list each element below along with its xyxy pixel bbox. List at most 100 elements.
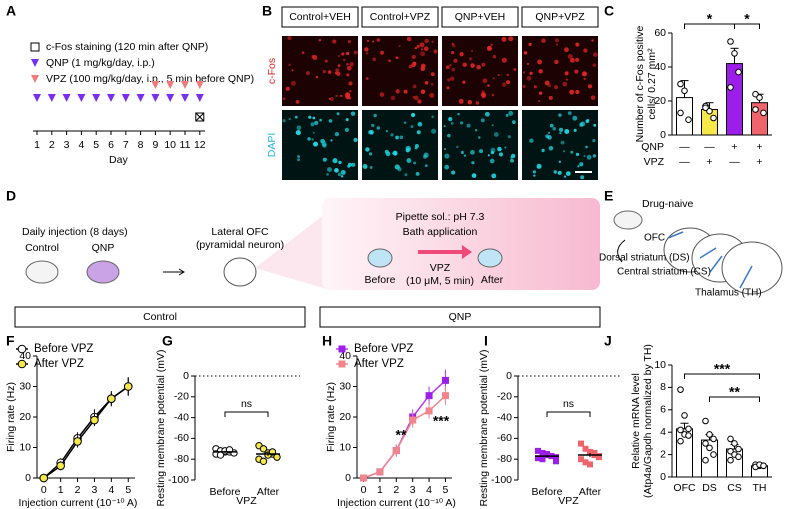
cell xyxy=(340,94,343,98)
cell xyxy=(487,154,490,157)
significance: * xyxy=(744,11,750,27)
brain-slice xyxy=(223,257,257,287)
cell xyxy=(538,91,543,95)
pointer xyxy=(739,265,753,289)
x-tick-label: 3 xyxy=(410,484,416,496)
cell xyxy=(510,153,516,159)
cell xyxy=(545,134,550,139)
cell xyxy=(334,168,339,173)
neuron-before xyxy=(367,248,393,268)
cell xyxy=(291,69,294,72)
cell xyxy=(447,133,451,138)
cell xyxy=(322,69,327,74)
cell xyxy=(372,57,376,62)
cell xyxy=(423,152,429,158)
data-point xyxy=(539,449,546,456)
cell xyxy=(591,39,594,42)
cell xyxy=(583,155,586,158)
column-header: QNP+VPZ xyxy=(535,11,585,23)
legend-icon xyxy=(31,59,39,67)
cell xyxy=(508,110,514,116)
diagram-text: QNP xyxy=(92,242,115,254)
x-tick-label: 11 xyxy=(180,139,191,151)
data-point xyxy=(259,457,268,465)
cell xyxy=(301,51,305,55)
cell xyxy=(451,67,456,72)
cell xyxy=(311,138,314,141)
x-tick-label: TH xyxy=(753,482,767,494)
diagram-text: Bath application xyxy=(403,226,478,238)
data-point xyxy=(681,412,688,419)
x-axis-label: Day xyxy=(109,154,128,166)
x-tick-label: 8 xyxy=(138,139,144,151)
cell xyxy=(344,92,351,98)
cell xyxy=(462,62,467,67)
cell xyxy=(345,51,350,56)
cell xyxy=(336,112,340,116)
cell xyxy=(433,49,438,54)
bar xyxy=(676,97,693,136)
cell xyxy=(431,40,434,43)
cell xyxy=(505,80,511,85)
cell xyxy=(523,51,528,55)
panel-label: I xyxy=(484,333,488,349)
data-point xyxy=(727,84,734,91)
injection-marker xyxy=(151,94,160,102)
data-point xyxy=(338,345,346,353)
x-tick-label: 4 xyxy=(78,139,84,151)
cell xyxy=(567,54,573,60)
cell xyxy=(569,89,575,95)
cell xyxy=(420,51,425,57)
panel-label: H xyxy=(322,333,332,349)
x-tick-label: 2 xyxy=(75,484,81,496)
data-point xyxy=(731,440,738,447)
group-label: QNP xyxy=(449,311,472,323)
data-point xyxy=(409,416,417,424)
neuron-after xyxy=(477,248,503,268)
cell xyxy=(528,42,532,47)
cell xyxy=(332,158,338,164)
mouse-naive xyxy=(613,210,643,230)
cell xyxy=(379,92,385,97)
cell xyxy=(560,140,565,145)
cell xyxy=(504,146,507,149)
cell xyxy=(398,44,401,48)
y-tick-label: 8 xyxy=(660,381,666,393)
cell xyxy=(563,175,567,178)
panel-label: B xyxy=(262,3,272,19)
cell xyxy=(452,44,456,48)
x-tick-label: Before xyxy=(532,486,563,498)
cell xyxy=(457,112,460,116)
cell xyxy=(548,95,553,100)
cell xyxy=(336,71,341,76)
cell xyxy=(466,123,471,128)
y-tick-label: -20 xyxy=(174,391,189,403)
data-point xyxy=(587,461,593,468)
group-label: Control xyxy=(143,311,177,323)
cell xyxy=(395,135,399,140)
y-tick-label: 4 xyxy=(660,426,666,438)
cell xyxy=(346,65,352,71)
cell xyxy=(480,118,485,123)
cell xyxy=(385,151,391,157)
cell xyxy=(429,92,435,98)
series-line xyxy=(43,385,129,479)
data-point xyxy=(731,50,738,57)
cell xyxy=(510,158,514,163)
y-tick-label: 20 xyxy=(19,411,31,423)
data-point xyxy=(273,453,281,461)
cell xyxy=(565,171,571,176)
cell xyxy=(392,150,398,156)
significance-bracket xyxy=(709,396,760,402)
cell xyxy=(410,112,416,118)
cell xyxy=(450,76,455,81)
cell xyxy=(564,129,570,134)
condition-mark: + xyxy=(731,141,737,153)
legend-text: c-Fos staining (120 min after QNP) xyxy=(46,41,208,53)
cell xyxy=(590,95,596,100)
cell xyxy=(312,116,316,120)
data-point xyxy=(735,453,742,461)
cell xyxy=(349,62,354,67)
cell xyxy=(328,119,333,123)
cell xyxy=(424,164,428,168)
